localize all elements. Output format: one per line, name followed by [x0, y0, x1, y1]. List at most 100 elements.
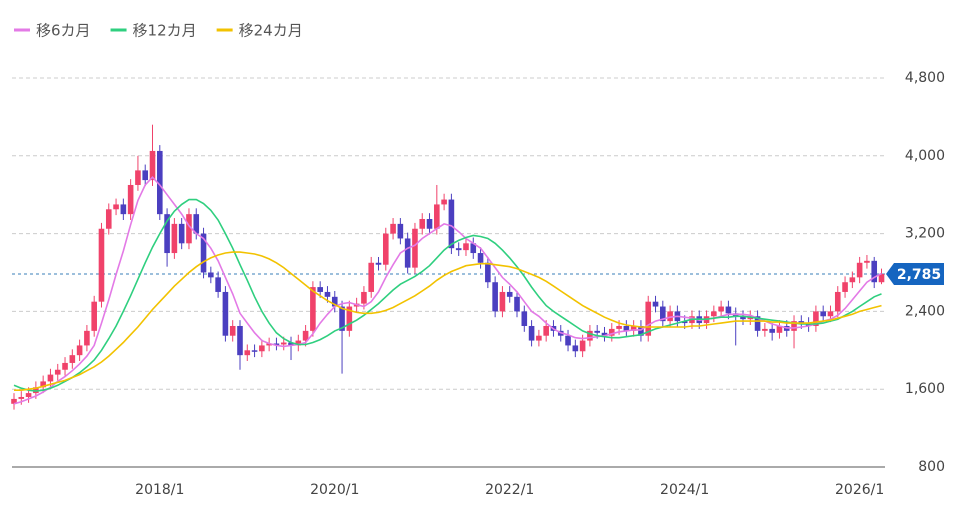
candle-body	[477, 253, 484, 263]
candle-body	[331, 296, 338, 307]
candle-body	[448, 199, 455, 249]
candle-body	[339, 306, 345, 331]
candle-body	[630, 325, 637, 331]
candle-body	[492, 282, 498, 312]
candle-body	[652, 301, 659, 307]
legend-label: 移6カ月	[36, 22, 91, 40]
candle-body	[725, 306, 732, 314]
candle-body	[601, 332, 608, 336]
candle-body	[208, 272, 214, 278]
candle-body	[820, 311, 826, 317]
candle-body	[295, 340, 302, 346]
candle-body	[667, 311, 673, 322]
candle-body	[499, 291, 506, 312]
candle-body	[608, 328, 615, 336]
candle-body	[506, 291, 513, 297]
candle-body	[426, 219, 433, 229]
ma-line	[14, 251, 882, 391]
candle-body	[40, 381, 46, 388]
candle-body	[25, 393, 32, 397]
candle-body	[798, 321, 805, 324]
candle-body	[791, 321, 797, 331]
candle-body	[856, 262, 863, 278]
y-tick-label: 3,200	[905, 226, 945, 242]
candle-body	[776, 325, 783, 333]
candle-body	[317, 287, 323, 292]
candle-body	[463, 243, 469, 251]
candle-body	[441, 199, 447, 205]
candle-body	[397, 223, 404, 239]
candle-body	[47, 374, 54, 382]
candle-body	[623, 325, 630, 331]
candle-body	[273, 343, 280, 345]
candle-body	[91, 301, 97, 331]
candle-body	[813, 311, 819, 326]
candle-body	[769, 328, 775, 333]
candle-body	[536, 335, 542, 341]
candle-body	[740, 316, 746, 320]
candle-body	[302, 330, 309, 341]
candle-body	[638, 325, 644, 336]
candle-body	[361, 291, 367, 304]
candle-body	[616, 325, 622, 329]
y-tick-label: 1,600	[905, 381, 945, 397]
candle-body	[390, 223, 396, 234]
candle-body	[864, 260, 870, 263]
candle-body	[259, 345, 265, 352]
candle-body	[382, 233, 389, 265]
candle-body	[135, 170, 141, 185]
candle-body	[645, 301, 652, 336]
candle-body	[98, 228, 105, 302]
candle-body	[434, 204, 440, 229]
candle-body	[237, 325, 243, 356]
candle-body	[288, 342, 294, 346]
candle-body	[229, 325, 236, 336]
y-tick-label: 800	[918, 459, 945, 475]
candle-body	[171, 223, 178, 254]
x-tick-label: 2018/1	[135, 482, 184, 498]
candle-body	[178, 223, 185, 244]
candle-body	[711, 311, 717, 317]
candle-body	[251, 350, 258, 352]
candle-body	[346, 306, 353, 331]
candle-body	[113, 204, 119, 210]
candle-body	[404, 238, 411, 268]
y-tick-label: 4,000	[905, 148, 945, 164]
candle-body	[849, 277, 856, 283]
candle-body	[280, 342, 287, 345]
candle-body	[660, 306, 666, 322]
candle-body	[266, 343, 272, 346]
candle-body	[834, 291, 841, 312]
legend-label: 移12カ月	[133, 22, 197, 40]
candle-body	[200, 233, 207, 273]
candle-body	[455, 248, 462, 251]
candle-body	[470, 243, 477, 254]
candle-body	[565, 335, 571, 346]
legend-label: 移24カ月	[239, 22, 303, 40]
last-price-badge	[886, 262, 944, 285]
candle-body	[718, 306, 724, 312]
candle-body	[149, 150, 156, 181]
x-tick-label: 2026/1	[835, 482, 884, 498]
candle-body	[215, 277, 221, 292]
x-tick-label: 2022/1	[485, 482, 534, 498]
candle-body	[324, 291, 331, 297]
last-price-label: 2,785	[897, 267, 941, 283]
candle-body	[164, 214, 170, 254]
candle-body	[368, 262, 375, 292]
candle-body	[33, 387, 39, 394]
candle-body	[62, 362, 68, 370]
candle-body	[76, 345, 83, 356]
candle-body	[69, 355, 76, 363]
candle-body	[543, 325, 549, 336]
x-tick-label: 2020/1	[310, 482, 359, 498]
candle-body	[54, 369, 61, 375]
x-tick-label: 2024/1	[660, 482, 709, 498]
candle-body	[871, 260, 878, 283]
ma-line	[13, 176, 882, 405]
candle-body	[84, 330, 90, 346]
candle-body	[310, 287, 316, 331]
candle-body	[186, 214, 192, 244]
candle-body	[419, 219, 426, 229]
candle-body	[18, 396, 25, 399]
